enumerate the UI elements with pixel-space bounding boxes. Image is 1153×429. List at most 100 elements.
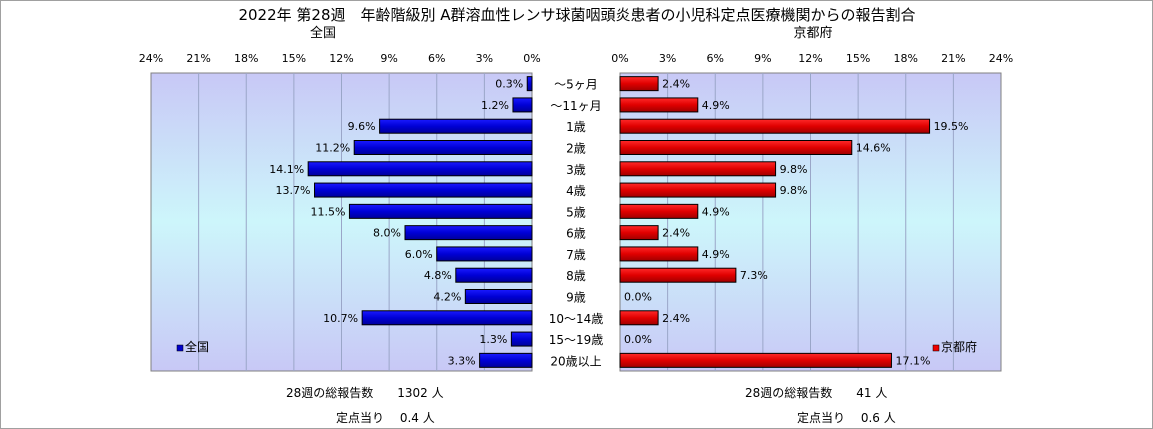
left-panel-title: 全国 [310, 25, 336, 41]
left-tick-label: 0% [523, 52, 540, 65]
right-tick-label: 12% [798, 52, 822, 65]
left-data-label: 10.7% [323, 312, 358, 325]
left-bar [526, 76, 533, 92]
left-bar [436, 246, 533, 262]
left-panel: 0% 3% 6% 9% 12% 15% 18% 21% 24% 0.3% 1.2% 9.6% 11.2%… [139, 52, 541, 372]
left-tick-label: 6% [428, 52, 445, 65]
right-data-label: 7.3% [740, 269, 768, 282]
right-bar [619, 140, 853, 155]
left-data-label: 13.7% [276, 184, 311, 197]
right-data-label: 14.6% [856, 142, 891, 155]
chart-title: 2022年 第28週 年齢階級別 A群溶血性レンサ球菌咽頭炎患者の小児科定点医療… [238, 6, 915, 24]
left-data-label: 3.3% [448, 354, 476, 367]
left-data-label: 11.5% [310, 205, 345, 218]
right-bar [619, 182, 777, 198]
right-data-label: 4.9% [702, 248, 730, 261]
right-legend-label: 京都府 [941, 339, 977, 354]
category-label: 1歳 [566, 120, 586, 134]
right-data-label: 9.8% [780, 184, 808, 197]
left-data-label: 4.2% [433, 291, 461, 304]
left-bar [464, 289, 533, 304]
category-labels: ～5ヶ月 ～11ヶ月 1歳 2歳 3歳 4歳 5歳 6歳 7歳 8歳 9歳 10～14歳 15～19歳 2… [549, 78, 604, 369]
left-per-sentinel: 定点当り 0.4 人 [336, 411, 435, 425]
left-data-label: 6.0% [405, 248, 433, 261]
category-label: 6歳 [566, 227, 586, 241]
right-bar [619, 267, 737, 283]
left-tick-label: 15% [282, 52, 306, 65]
left-bar [510, 331, 533, 347]
left-tick-label: 3% [476, 52, 493, 65]
left-bar [379, 118, 533, 134]
right-bar [619, 246, 699, 262]
left-data-label: 4.8% [424, 269, 452, 282]
left-data-label: 11.2% [315, 142, 350, 155]
left-bar [314, 182, 533, 198]
right-bar [619, 352, 892, 368]
left-bar [404, 225, 533, 241]
left-total-reports: 28週の総報告数 1302 人 [286, 386, 444, 400]
population-pyramid-chart: 2022年 第28週 年齢階級別 A群溶血性レンサ球菌咽頭炎患者の小児科定点医療… [139, 6, 1013, 372]
left-bar [348, 203, 533, 219]
category-label: ～11ヶ月 [550, 99, 601, 113]
category-label: 7歳 [566, 248, 586, 262]
right-panel-title: 京都府 [793, 26, 832, 41]
category-label: ～5ヶ月 [554, 78, 598, 92]
right-tick-label: 15% [846, 52, 870, 65]
left-data-label: 1.3% [479, 333, 507, 346]
left-tick-label: 24% [139, 52, 163, 65]
category-label: 20歳以上 [550, 354, 601, 368]
right-total-reports: 28週の総報告数 41 人 [745, 386, 888, 400]
category-label: 4歳 [566, 184, 586, 198]
left-tick-label: 9% [380, 52, 397, 65]
left-data-label: 9.6% [348, 120, 376, 133]
left-legend-swatch [176, 344, 184, 352]
right-tick-label: 24% [989, 52, 1013, 65]
right-per-sentinel: 定点当り 0.6 人 [797, 411, 896, 425]
right-bar [619, 310, 659, 326]
category-label: 2歳 [566, 142, 586, 156]
left-tick-label: 12% [329, 52, 353, 65]
left-data-label: 1.2% [481, 99, 509, 112]
right-bar [619, 97, 699, 113]
right-bar [619, 161, 777, 177]
right-tick-label: 6% [707, 52, 724, 65]
right-tick-label: 0% [611, 52, 628, 65]
right-tick-label: 9% [754, 52, 771, 65]
right-data-label: 17.1% [895, 354, 930, 367]
right-tick-label: 18% [894, 52, 918, 65]
left-bar [361, 310, 533, 326]
category-label: 10～14歳 [549, 312, 604, 326]
category-label: 3歳 [566, 163, 586, 177]
right-data-label: 4.9% [702, 99, 730, 112]
right-data-label: 2.4% [662, 78, 690, 91]
left-tick-label: 18% [234, 52, 258, 65]
category-label: 15～19歳 [549, 333, 604, 347]
left-tick-label: 21% [186, 52, 210, 65]
right-data-label: 2.4% [662, 312, 690, 325]
right-data-label: 9.8% [780, 163, 808, 176]
left-bar [353, 140, 533, 155]
right-data-label: 2.4% [662, 227, 690, 240]
left-bar [479, 352, 533, 368]
category-label: 9歳 [566, 291, 586, 305]
right-bar [619, 118, 931, 134]
left-data-label: 0.3% [495, 78, 523, 91]
right-bar [619, 225, 659, 241]
left-data-label: 8.0% [373, 227, 401, 240]
right-data-label: 4.9% [702, 205, 730, 218]
right-tick-label: 21% [941, 52, 965, 65]
right-data-label: 0.0% [624, 291, 652, 304]
right-data-label: 19.5% [934, 120, 969, 133]
right-tick-label: 3% [659, 52, 676, 65]
left-bar [307, 161, 533, 177]
category-label: 8歳 [566, 269, 586, 283]
left-bar [455, 267, 533, 283]
category-label: 5歳 [566, 205, 586, 219]
right-bar [619, 203, 699, 219]
right-panel: 0% 3% 6% 9% 12% 15% 18% 21% 24% 2.4% 4.9% 19.5% 14.6… [611, 52, 1013, 372]
left-data-label: 14.1% [269, 163, 304, 176]
right-legend-swatch [932, 344, 940, 352]
left-bar [512, 97, 533, 113]
right-bar [619, 76, 659, 92]
right-data-label: 0.0% [624, 333, 652, 346]
